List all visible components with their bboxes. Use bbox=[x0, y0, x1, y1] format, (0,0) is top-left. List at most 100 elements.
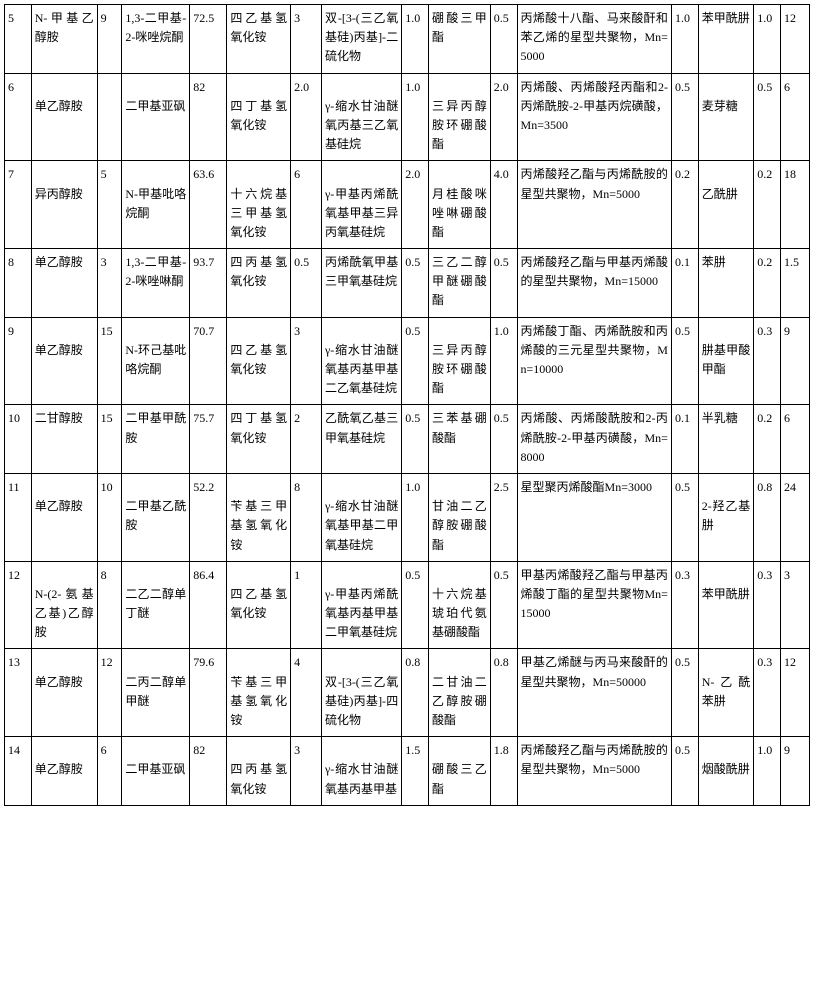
table-cell: 7 bbox=[5, 161, 32, 249]
table-cell: 1.0 bbox=[402, 473, 429, 561]
table-cell: 1.0 bbox=[402, 5, 429, 74]
table-cell: 0.2 bbox=[671, 161, 698, 249]
table-cell: 1.8 bbox=[490, 737, 517, 806]
table-cell: 9 bbox=[781, 737, 810, 806]
table-cell: 6 bbox=[97, 737, 122, 806]
table-cell: 苄基三甲基氢氧化铵 bbox=[227, 649, 291, 737]
table-cell: 四丁基氢氧化铵 bbox=[227, 73, 291, 161]
table-cell: 0.5 bbox=[671, 737, 698, 806]
table-row: 14单乙醇胺6二甲基亚砜82四丙基氢氧化铵3γ-缩水甘油醚氧基丙基甲基1.5硼酸… bbox=[5, 737, 810, 806]
table-cell: 0.5 bbox=[490, 249, 517, 318]
table-cell: 星型聚丙烯酸酯Mn=3000 bbox=[517, 473, 671, 561]
table-cell: 79.6 bbox=[190, 649, 227, 737]
table-cell: 12 bbox=[781, 649, 810, 737]
table-cell: 11 bbox=[5, 473, 32, 561]
table-cell: 乙酰氧乙基三甲氧基硅烷 bbox=[322, 405, 402, 474]
table-cell: 1.0 bbox=[490, 317, 517, 405]
table-cell: 三异丙醇胺环硼酸酯 bbox=[429, 317, 491, 405]
table-cell: 12 bbox=[97, 649, 122, 737]
table-cell: 硼酸三乙酯 bbox=[429, 737, 491, 806]
table-cell: 3 bbox=[291, 317, 322, 405]
table-cell: 单乙醇胺 bbox=[31, 73, 97, 161]
table-cell: N-甲基吡咯烷酮 bbox=[122, 161, 190, 249]
table-cell: 0.5 bbox=[490, 5, 517, 74]
table-cell: 1.0 bbox=[671, 5, 698, 74]
composition-table: 5N-甲基乙醇胺91,3-二甲基-2-咪唑烷酮72.5四乙基氢氧化铵3双-[3-… bbox=[4, 4, 810, 806]
table-cell: 1.5 bbox=[402, 737, 429, 806]
table-cell: 82 bbox=[190, 737, 227, 806]
table-cell: 4.0 bbox=[490, 161, 517, 249]
table-row: 12N-(2-氨基乙基)乙醇胺8二乙二醇单丁醚86.4四乙基氢氧化铵1γ-甲基丙… bbox=[5, 561, 810, 649]
table-cell: N-(2-氨基乙基)乙醇胺 bbox=[31, 561, 97, 649]
table-row: 6单乙醇胺二甲基亚砜82四丁基氢氧化铵2.0γ-缩水甘油醚氧丙基三乙氧基硅烷1.… bbox=[5, 73, 810, 161]
table-cell: 8 bbox=[97, 561, 122, 649]
table-cell: 三异丙醇胺环硼酸酯 bbox=[429, 73, 491, 161]
table-cell: 6 bbox=[5, 73, 32, 161]
table-cell: 四丙基氢氧化铵 bbox=[227, 249, 291, 318]
table-cell: 3 bbox=[291, 5, 322, 74]
table-cell: 8 bbox=[291, 473, 322, 561]
table-cell: N-乙酰苯肼 bbox=[698, 649, 754, 737]
table-cell: 十六烷基三甲基氢氧化铵 bbox=[227, 161, 291, 249]
table-cell: 二甲基甲酰胺 bbox=[122, 405, 190, 474]
table-cell: 0.5 bbox=[490, 405, 517, 474]
table-cell: 二甲基乙酰胺 bbox=[122, 473, 190, 561]
table-cell: 硼酸三甲酯 bbox=[429, 5, 491, 74]
table-cell: 苄基三甲基氢氧化铵 bbox=[227, 473, 291, 561]
table-cell: N-甲基乙醇胺 bbox=[31, 5, 97, 74]
table-cell: 93.7 bbox=[190, 249, 227, 318]
table-cell: 13 bbox=[5, 649, 32, 737]
table-cell: 二甲基亚砜 bbox=[122, 737, 190, 806]
table-cell: 2.0 bbox=[490, 73, 517, 161]
table-cell: 12 bbox=[781, 5, 810, 74]
table-cell: 10 bbox=[5, 405, 32, 474]
table-cell: N-环己基吡咯烷酮 bbox=[122, 317, 190, 405]
table-cell: 9 bbox=[781, 317, 810, 405]
table-cell: 0.3 bbox=[754, 561, 781, 649]
table-row: 7异丙醇胺5N-甲基吡咯烷酮63.6十六烷基三甲基氢氧化铵6γ-甲基丙烯酰氧基甲… bbox=[5, 161, 810, 249]
table-cell: 丙烯酸羟乙酯与丙烯酰胺的星型共聚物，Mn=5000 bbox=[517, 161, 671, 249]
table-cell: 8 bbox=[5, 249, 32, 318]
table-cell: 5 bbox=[5, 5, 32, 74]
table-cell: γ-甲基丙烯酰氧基丙基甲基二甲氧基硅烷 bbox=[322, 561, 402, 649]
table-cell: 四丙基氢氧化铵 bbox=[227, 737, 291, 806]
table-cell: 0.5 bbox=[291, 249, 322, 318]
table-cell: 4 bbox=[291, 649, 322, 737]
table-cell: 2 bbox=[291, 405, 322, 474]
table-cell: 52.2 bbox=[190, 473, 227, 561]
table-cell: 0.5 bbox=[402, 317, 429, 405]
table-cell: 6 bbox=[291, 161, 322, 249]
table-cell: 异丙醇胺 bbox=[31, 161, 97, 249]
table-row: 11单乙醇胺10二甲基乙酰胺52.2苄基三甲基氢氧化铵8γ-缩水甘油醚氧基甲基二… bbox=[5, 473, 810, 561]
table-row: 8单乙醇胺31,3-二甲基-2-咪唑啉酮93.7四丙基氢氧化铵0.5丙烯酰氧甲基… bbox=[5, 249, 810, 318]
table-cell: 0.8 bbox=[402, 649, 429, 737]
table-cell: γ-缩水甘油醚氧丙基三乙氧基硅烷 bbox=[322, 73, 402, 161]
table-cell: 月桂酸咪唑啉硼酸酯 bbox=[429, 161, 491, 249]
table-cell: 1 bbox=[291, 561, 322, 649]
table-cell: 1.0 bbox=[402, 73, 429, 161]
table-cell: 半乳糖 bbox=[698, 405, 754, 474]
table-cell: 15 bbox=[97, 317, 122, 405]
table-cell: 麦芽糖 bbox=[698, 73, 754, 161]
table-cell: 86.4 bbox=[190, 561, 227, 649]
table-cell: 丙烯酸羟乙酯与丙烯酰胺的星型共聚物，Mn=5000 bbox=[517, 737, 671, 806]
table-cell: 丙烯酸羟乙酯与甲基丙烯酸的星型共聚物，Mn=15000 bbox=[517, 249, 671, 318]
table-cell: 72.5 bbox=[190, 5, 227, 74]
table-cell: 丙烯酸十八酯、马来酸酐和苯乙烯的星型共聚物，Mn=5000 bbox=[517, 5, 671, 74]
table-cell: 9 bbox=[5, 317, 32, 405]
table-cell: 肼基甲酸甲酯 bbox=[698, 317, 754, 405]
table-cell: 单乙醇胺 bbox=[31, 737, 97, 806]
table-cell: 二乙二醇单丁醚 bbox=[122, 561, 190, 649]
table-cell: 3 bbox=[291, 737, 322, 806]
table-cell: 烟酸酰肼 bbox=[698, 737, 754, 806]
table-cell: 10 bbox=[97, 473, 122, 561]
table-cell: 82 bbox=[190, 73, 227, 161]
table-cell: 2.5 bbox=[490, 473, 517, 561]
table-cell: 63.6 bbox=[190, 161, 227, 249]
table-cell: 乙酰肼 bbox=[698, 161, 754, 249]
table-cell: 四乙基氢氧化铵 bbox=[227, 317, 291, 405]
table-cell: 0.3 bbox=[754, 317, 781, 405]
table-cell: γ-甲基丙烯酰氧基甲基三异丙氧基硅烷 bbox=[322, 161, 402, 249]
table-cell: 0.5 bbox=[671, 473, 698, 561]
table-cell: 9 bbox=[97, 5, 122, 74]
